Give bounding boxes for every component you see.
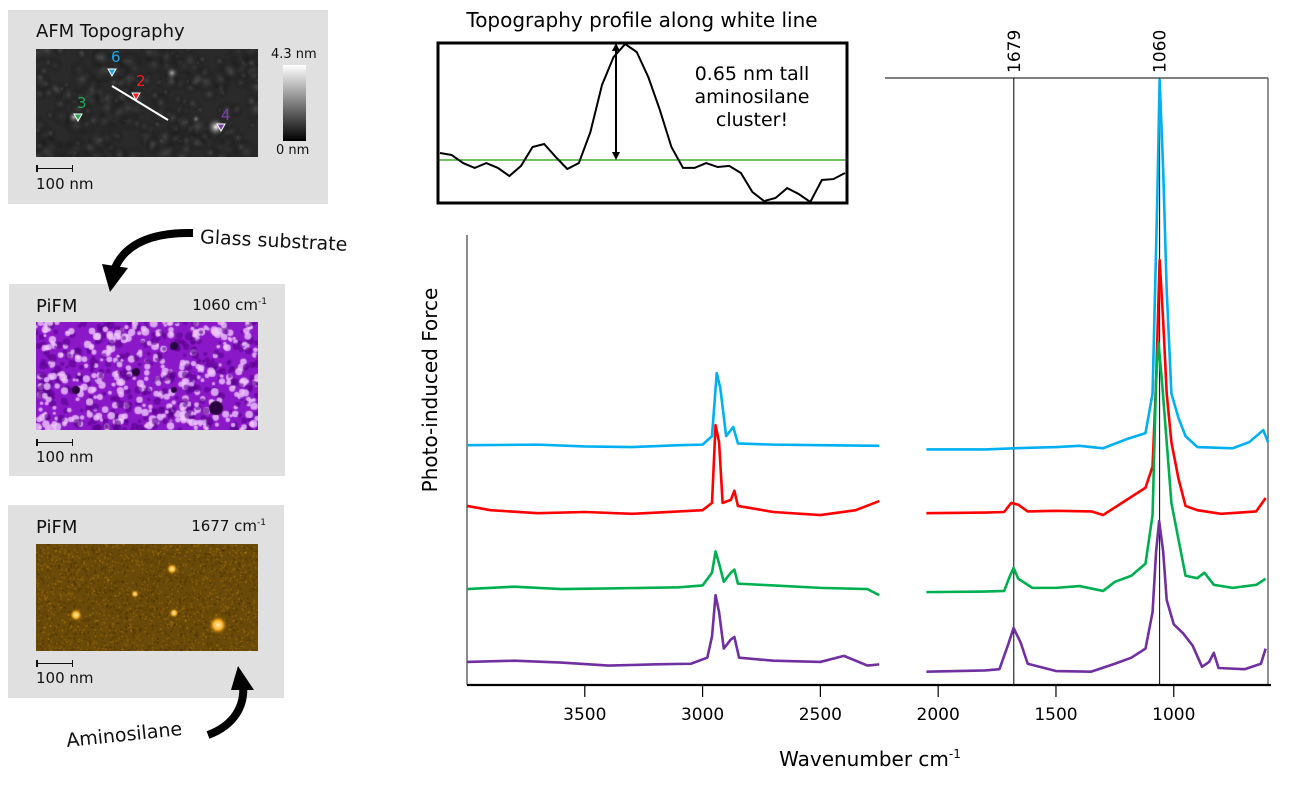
marker-label: 4 — [221, 106, 231, 124]
wavenumber-text: 1677 cm — [191, 517, 258, 535]
colorbar-max-label: 4.3 nm — [271, 47, 317, 62]
spectra-plot: 1679 1060 3500 3000 2500 2000 1500 1000 — [466, 30, 1271, 725]
arrow-down-icon — [612, 152, 620, 160]
x-tick-label-3000: 3000 — [681, 705, 724, 725]
unit-exponent: -1 — [258, 297, 267, 307]
y-axis-label: Photo-induced Force — [418, 288, 442, 493]
wavenumber-label: 1060 cm-1 — [192, 296, 267, 314]
spectrum-series-4-segment-2 — [926, 519, 1267, 673]
afm-topography-panel: AFM Topography 6 2 3 4 4.3 nm 0 nm 100 n… — [8, 10, 328, 204]
spectrum-series-3-segment-1 — [466, 550, 880, 597]
marker-2: 2 — [136, 72, 146, 90]
marker-triangle-3 — [73, 113, 83, 123]
panel-title: AFM Topography — [36, 21, 185, 42]
afm-topography-image — [36, 49, 258, 157]
marker-label: 2 — [136, 72, 146, 90]
marker-triangle-2 — [131, 92, 141, 102]
colorbar-min-label: 0 nm — [276, 143, 310, 158]
wavenumber-text: 1060 cm — [192, 296, 259, 314]
profile-plot — [436, 41, 849, 205]
marker-4: 4 — [221, 106, 231, 124]
profile-line — [111, 85, 169, 121]
scale-bar — [36, 165, 73, 172]
panel-title: PiFM — [36, 517, 78, 538]
x-axis-label-exponent: -1 — [949, 747, 961, 761]
scale-bar-label: 100 nm — [36, 175, 94, 193]
marker-label: 3 — [77, 94, 87, 112]
scale-bar-label: 100 nm — [36, 669, 94, 687]
profile-line-series — [439, 42, 846, 204]
scale-bar — [36, 439, 73, 446]
panel-title: PiFM — [36, 296, 78, 317]
marker-3: 3 — [77, 94, 87, 112]
colorbar — [283, 65, 306, 141]
curved-arrow-icon — [206, 684, 248, 739]
marker-triangle-6 — [107, 68, 117, 78]
spectrum-series-2-segment-2 — [926, 258, 1267, 517]
x-axis-label-text: Wavenumber cm — [779, 747, 949, 771]
scale-bar-label: 100 nm — [36, 448, 94, 466]
x-tick-label-2500: 2500 — [799, 705, 842, 725]
marker-triangle-4 — [216, 123, 226, 133]
marker-label-1679: 1679 — [1005, 30, 1025, 73]
profile-frame — [436, 41, 849, 205]
scale-bar — [36, 660, 73, 667]
spectrum-series-4-segment-1 — [466, 593, 880, 667]
pifm-1060-image — [36, 322, 258, 430]
marker-label-1060: 1060 — [1151, 30, 1171, 73]
pifm-1060-panel: PiFM 1060 cm-1 100 nm — [9, 284, 285, 476]
marker-label: 6 — [111, 48, 121, 66]
unit-exponent: -1 — [257, 518, 266, 528]
x-tick-label-2000: 2000 — [917, 705, 960, 725]
cluster-note-line-3: cluster! — [716, 109, 788, 131]
x-tick-label-3500: 3500 — [563, 705, 606, 725]
wavenumber-label: 1677 cm-1 — [191, 517, 266, 535]
spectrum-series-6-segment-2 — [926, 78, 1270, 451]
curved-arrow-icon — [111, 228, 194, 270]
x-axis-label: Wavenumber cm-1 — [779, 747, 961, 771]
spectrum-series-6-segment-1 — [466, 371, 880, 449]
x-tick-label-1000: 1000 — [1152, 705, 1195, 725]
marker-6: 6 — [111, 48, 121, 66]
arrow-up-icon — [612, 43, 620, 51]
pifm-1677-panel: PiFM 1677 cm-1 100 nm — [8, 505, 284, 698]
cluster-note-line-2: aminosilane — [695, 86, 810, 108]
profile-title: Topography profile along white line — [465, 8, 817, 32]
cluster-note-line-1: 0.65 nm tall — [695, 63, 810, 85]
arrow-head-icon — [102, 264, 128, 292]
arrow-head-icon — [231, 666, 254, 690]
pifm-1677-image — [36, 544, 258, 651]
spectrum-series-3-segment-2 — [926, 340, 1267, 594]
x-tick-label-1500: 1500 — [1034, 705, 1077, 725]
spectrum-series-2-segment-1 — [466, 423, 880, 517]
